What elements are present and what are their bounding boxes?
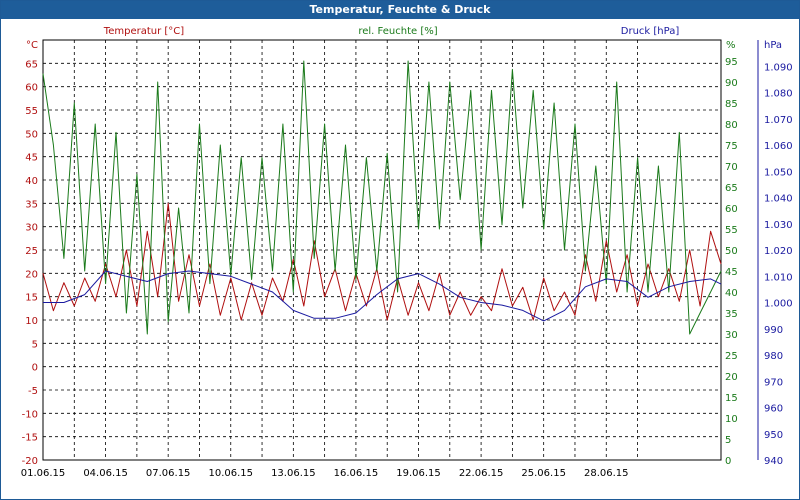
temp-tick-label: 45 bbox=[25, 153, 38, 164]
chart-title: Temperatur, Feuchte & Druck bbox=[1, 1, 799, 19]
x-tick-label: 13.06.15 bbox=[271, 468, 316, 479]
humidity-axis-label: rel. Feuchte [%] bbox=[358, 26, 437, 37]
humidity-tick-label: 50 bbox=[725, 246, 738, 257]
pressure-tick-label: 1.000 bbox=[764, 299, 793, 310]
pressure-tick-label: 1.030 bbox=[764, 220, 793, 231]
humidity-tick-label: 65 bbox=[725, 183, 738, 194]
x-tick-label: 28.06.15 bbox=[584, 468, 629, 479]
pressure-tick-label: 1.050 bbox=[764, 167, 793, 178]
pressure-tick-label: 1.090 bbox=[764, 62, 793, 73]
plot-frame bbox=[42, 39, 722, 461]
x-tick-label: 10.06.15 bbox=[208, 468, 253, 479]
series-line-humidity bbox=[42, 60, 722, 335]
temp-tick-label: -5 bbox=[28, 386, 38, 397]
temp-tick-label: 40 bbox=[25, 176, 38, 187]
temp-tick-label: 55 bbox=[25, 106, 38, 117]
temp-tick-label: 25 bbox=[25, 246, 38, 257]
humidity-tick-label: 0 bbox=[725, 456, 731, 467]
pressure-tick-label: 960 bbox=[764, 404, 783, 415]
x-tick-label: 25.06.15 bbox=[521, 468, 566, 479]
humidity-tick-label: 15 bbox=[725, 393, 738, 404]
series-layer bbox=[42, 60, 722, 335]
pressure-tick-label: 1.010 bbox=[764, 272, 793, 283]
humidity-tick-label: 55 bbox=[725, 225, 738, 236]
humidity-tick-label: 10 bbox=[725, 414, 738, 425]
temp-tick-label: 65 bbox=[25, 59, 38, 70]
humidity-tick-label: 45 bbox=[725, 267, 738, 278]
humidity-tick-label: 40 bbox=[725, 288, 738, 299]
pressure-tick-label: 1.070 bbox=[764, 115, 793, 126]
humidity-tick-label: 80 bbox=[725, 120, 738, 131]
x-tick-label: 04.06.15 bbox=[83, 468, 128, 479]
temp-unit: °C bbox=[26, 40, 38, 51]
pressure-tick-label: 940 bbox=[764, 456, 783, 467]
series-line-pressure bbox=[43, 270, 722, 322]
temp-tick-label: 15 bbox=[25, 293, 38, 304]
pressure-tick-label: 990 bbox=[764, 325, 783, 336]
humidity-tick-label: 70 bbox=[725, 162, 738, 173]
pressure-tick-label: 970 bbox=[764, 377, 783, 388]
humidity-tick-label: 25 bbox=[725, 351, 738, 362]
humidity-tick-label: 20 bbox=[725, 372, 738, 383]
humidity-tick-label: 35 bbox=[725, 309, 738, 320]
temp-tick-label: 30 bbox=[25, 223, 38, 234]
x-tick-label: 22.06.15 bbox=[459, 468, 504, 479]
temp-tick-label: 20 bbox=[25, 269, 38, 280]
temp-tick-label: -10 bbox=[22, 409, 38, 420]
humidity-tick-label: 5 bbox=[725, 435, 731, 446]
pressure-axis-label: Druck [hPa] bbox=[621, 26, 680, 37]
temp-tick-label: 35 bbox=[25, 199, 38, 210]
pressure-unit: hPa bbox=[764, 40, 782, 51]
pressure-tick-label: 1.040 bbox=[764, 194, 793, 205]
humidity-tick-label: 85 bbox=[725, 99, 738, 110]
series-line-temperature bbox=[42, 202, 722, 321]
temp-tick-label: 50 bbox=[25, 129, 38, 140]
temp-tick-label: 5 bbox=[32, 339, 38, 350]
humidity-tick-label: 30 bbox=[725, 330, 738, 341]
humidity-tick-label: 75 bbox=[725, 141, 738, 152]
temp-tick-label: 10 bbox=[25, 316, 38, 327]
x-tick-label: 07.06.15 bbox=[146, 468, 191, 479]
x-tick-label: 01.06.15 bbox=[21, 468, 66, 479]
x-tick-label: 16.06.15 bbox=[334, 468, 379, 479]
pressure-tick-label: 1.080 bbox=[764, 89, 793, 100]
temp-tick-label: -20 bbox=[22, 456, 38, 467]
pressure-tick-label: 980 bbox=[764, 351, 783, 362]
humidity-unit: % bbox=[726, 40, 736, 51]
humidity-tick-label: 60 bbox=[725, 204, 738, 215]
temp-axis-label: Temperatur [°C] bbox=[103, 26, 184, 37]
pressure-tick-label: 1.060 bbox=[764, 141, 793, 152]
humidity-tick-label: 90 bbox=[725, 78, 738, 89]
x-tick-label: 19.06.15 bbox=[396, 468, 441, 479]
temp-tick-label: 0 bbox=[32, 363, 38, 374]
pressure-tick-label: 950 bbox=[764, 430, 783, 441]
humidity-tick-label: 95 bbox=[725, 57, 738, 68]
temp-tick-label: -15 bbox=[22, 433, 38, 444]
axes-layer: 01.06.15 04.06.15 07.06.15 10.06.15 13.06.15… bbox=[21, 40, 793, 479]
temp-tick-label: 60 bbox=[25, 83, 38, 94]
pressure-tick-label: 1.020 bbox=[764, 246, 793, 257]
